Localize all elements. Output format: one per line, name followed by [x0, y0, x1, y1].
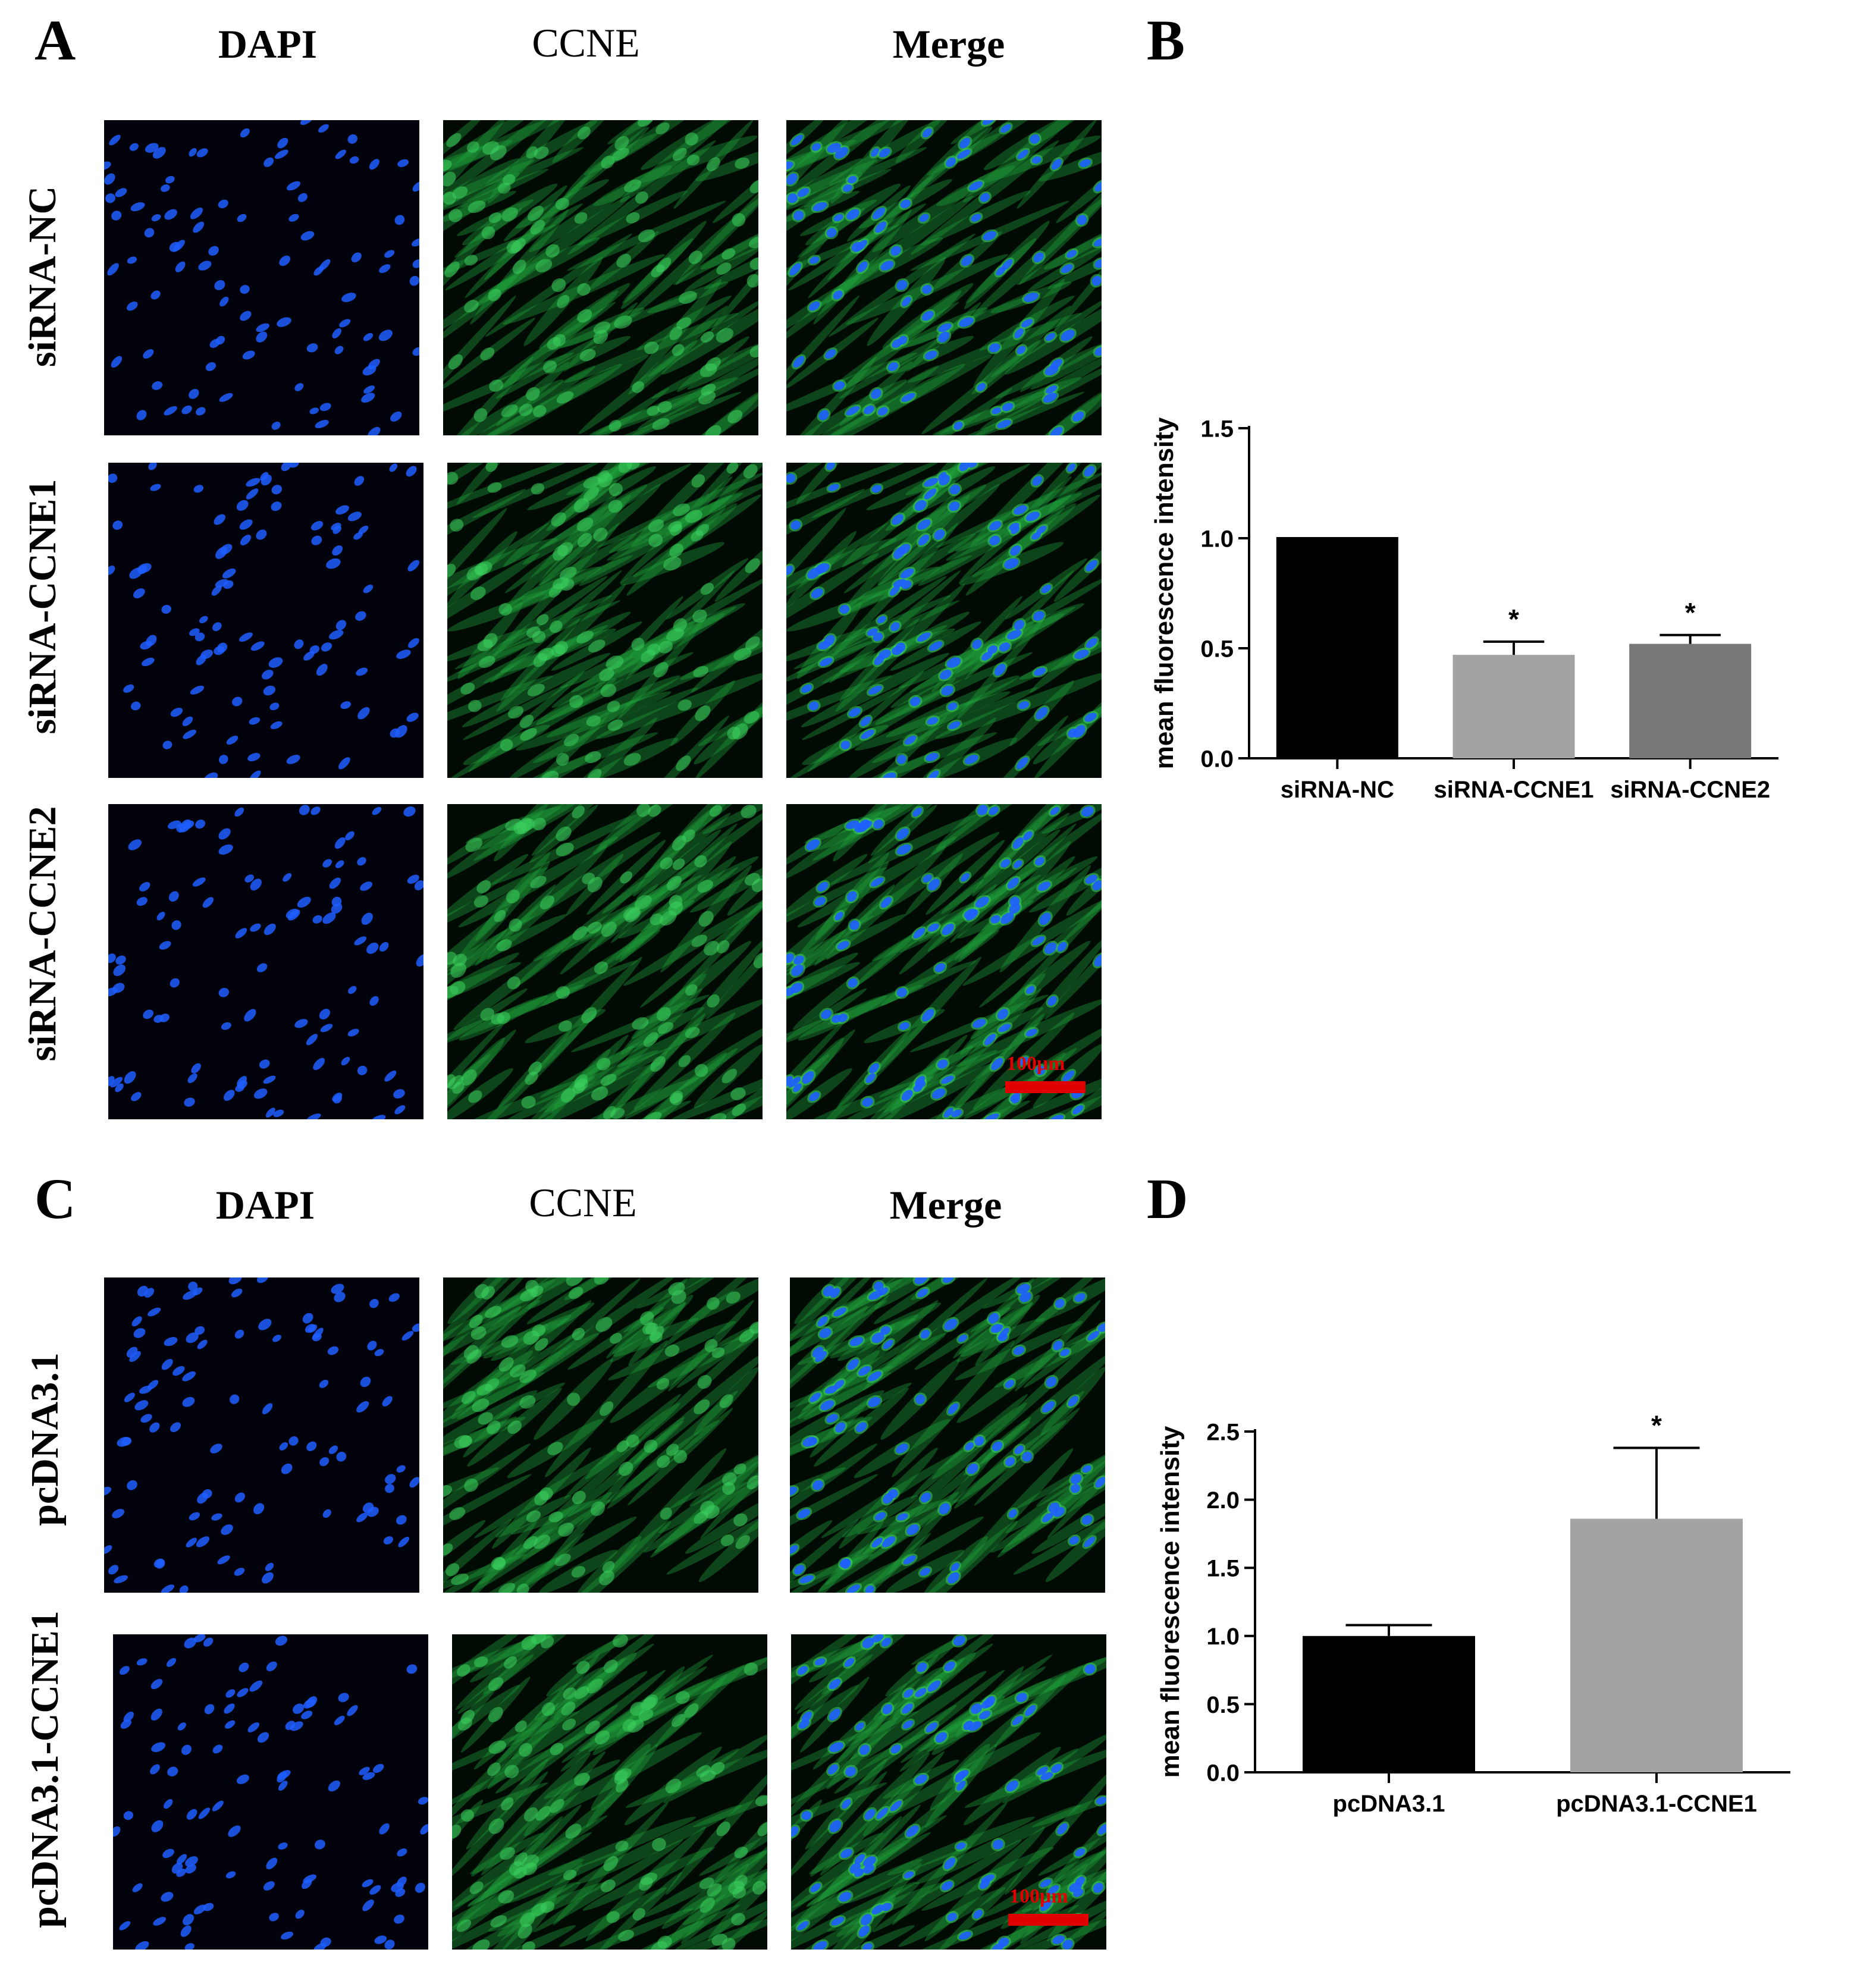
y-axis-label: mean fluorescence intensity — [1156, 1426, 1185, 1778]
column-label-ccne-c: CCNE — [529, 1180, 637, 1225]
micrograph-dapi-pcdna31 — [104, 1277, 419, 1593]
scale-bar-label-a: 100μm — [1006, 1053, 1065, 1075]
micrograph-merge-sirna-nc — [786, 120, 1102, 435]
significance-marker: * — [1508, 604, 1519, 635]
y-tick-label: 1.5 — [1206, 1556, 1240, 1582]
row-label-pcdna31-ccne1: pcDNA3.1-CCNE1 — [23, 1611, 67, 1928]
x-tick-label: siRNA-CCNE2 — [1610, 777, 1770, 803]
x-tick-label: pcDNA3.1-CCNE1 — [1556, 1791, 1757, 1817]
panel-letter-a: A — [34, 8, 76, 72]
y-tick-label: 1.5 — [1200, 416, 1234, 442]
column-label-merge: Merge — [892, 21, 1005, 67]
y-tick-label: 0.0 — [1206, 1760, 1240, 1786]
x-tick-label: siRNA-NC — [1281, 777, 1394, 803]
column-label-dapi-c: DAPI — [215, 1182, 315, 1228]
y-tick-label: 1.0 — [1200, 526, 1234, 552]
micrograph-merge-sirna-ccne1 — [786, 463, 1102, 778]
micrograph-ccne-pcdna31 — [443, 1277, 758, 1593]
y-tick-label: 0.5 — [1206, 1692, 1240, 1718]
y-axis-label: mean fluorescence intensity — [1150, 417, 1179, 769]
bar-chart-b: 0.0 0.5 1.0 1.5 mean fluorescence intensity s… — [1150, 416, 1778, 803]
micrograph-ccne-pcdna31-ccne1 — [452, 1634, 767, 1950]
x-tick-label: pcDNA3.1 — [1333, 1791, 1445, 1817]
micrograph-dapi-sirna-ccne2 — [108, 804, 423, 1119]
panel-letter-b: B — [1147, 8, 1185, 72]
micrograph-dapi-sirna-ccne1 — [108, 463, 423, 778]
row-label-sirna-ccne1: siRNA-CCNE1 — [21, 479, 64, 734]
micrograph-merge-pcdna31-ccne1 — [791, 1634, 1106, 1950]
significance-marker: * — [1651, 1410, 1662, 1441]
panel-letter-c: C — [34, 1167, 76, 1231]
row-label-sirna-ccne2: siRNA-CCNE2 — [21, 806, 64, 1062]
y-tick-label: 2.0 — [1206, 1487, 1240, 1514]
scale-bar-c — [1008, 1914, 1088, 1926]
bar — [1629, 644, 1752, 758]
column-label-ccne: CCNE — [532, 20, 640, 65]
micrograph-merge-pcdna31 — [790, 1277, 1105, 1593]
column-label-merge-c: Merge — [889, 1182, 1002, 1228]
micrograph-merge-sirna-ccne2 — [786, 804, 1102, 1119]
y-tick-label: 0.0 — [1200, 746, 1234, 772]
scale-bar-a — [1005, 1081, 1086, 1093]
bar-chart-d: 0.0 0.5 1.0 1.5 2.0 2.5 mean fluorescence inte… — [1156, 1410, 1790, 1817]
row-label-pcdna31: pcDNA3.1 — [23, 1352, 67, 1526]
y-tick-label: 2.5 — [1206, 1419, 1240, 1445]
x-tick-label: siRNA-CCNE1 — [1434, 777, 1594, 803]
panel-letter-d: D — [1147, 1167, 1188, 1231]
micrograph-ccne-sirna-ccne1 — [447, 463, 763, 778]
micrograph-ccne-sirna-nc — [443, 120, 758, 435]
y-tick-label: 0.5 — [1200, 636, 1234, 662]
significance-marker: * — [1685, 597, 1696, 628]
y-tick-label: 1.0 — [1206, 1624, 1240, 1650]
bar — [1570, 1518, 1743, 1772]
micrograph-dapi-pcdna31-ccne1 — [113, 1634, 428, 1950]
micrograph-ccne-sirna-ccne2 — [447, 804, 763, 1119]
scale-bar-label-c: 100μm — [1009, 1885, 1068, 1907]
bar — [1276, 538, 1398, 758]
column-label-dapi: DAPI — [218, 21, 318, 67]
row-label-sirna-nc: siRNA-NC — [21, 186, 64, 368]
bar — [1303, 1636, 1475, 1772]
micrograph-dapi-sirna-nc — [104, 120, 419, 435]
bar — [1453, 655, 1575, 758]
